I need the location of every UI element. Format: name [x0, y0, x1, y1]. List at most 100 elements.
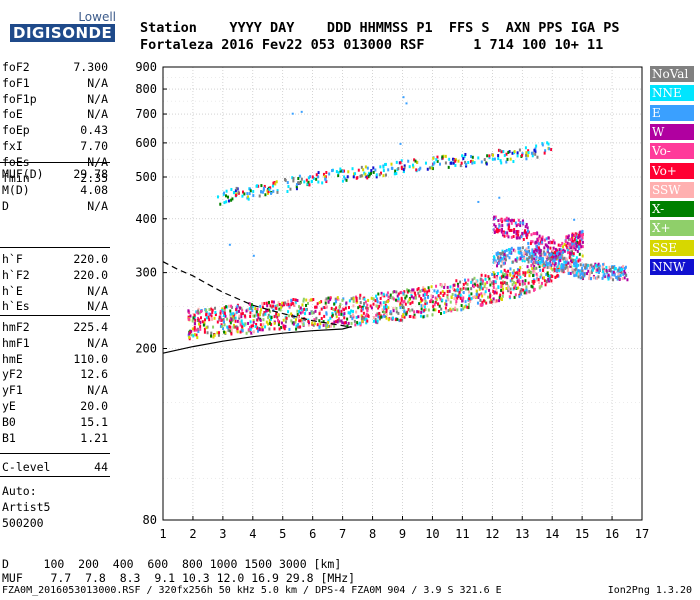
- echo-point-high: [510, 246, 513, 250]
- echo-point-high: [521, 246, 524, 250]
- echo-point-high: [528, 255, 531, 259]
- echo-point-ordinary: [294, 298, 297, 302]
- echo-point-high: [567, 265, 570, 269]
- echo-point-ordinary: [468, 290, 471, 294]
- echo-point-high: [586, 264, 589, 268]
- echo-point-ordinary: [494, 300, 497, 304]
- echo-point-ordinary: [268, 327, 271, 331]
- echo-point-ordinary: [556, 265, 559, 269]
- echo-point-ordinary: [498, 299, 501, 303]
- echo-point-ordinary: [356, 300, 359, 304]
- echo-point-high: [585, 266, 588, 270]
- echo-point-w: [493, 223, 496, 227]
- echo-point-ordinary: [230, 304, 233, 308]
- autoscale-artist: Artist5: [2, 500, 51, 514]
- echo-point-second-hop: [312, 176, 315, 180]
- echo-point-ordinary: [572, 252, 575, 256]
- echo-point-high: [497, 261, 500, 265]
- echo-point-ordinary: [193, 333, 196, 337]
- echo-point-ordinary: [240, 315, 243, 319]
- echo-point-ordinary: [352, 299, 355, 303]
- echo-point-ordinary: [475, 289, 478, 293]
- echo-point-w: [567, 251, 570, 255]
- echo-point-high: [587, 269, 590, 273]
- echo-point-high: [612, 278, 615, 282]
- echo-point-high: [562, 257, 565, 261]
- echo-point-ordinary: [250, 306, 253, 310]
- echo-point-high: [525, 247, 528, 251]
- echo-point-ordinary: [305, 298, 308, 302]
- echo-point-second-hop: [266, 189, 269, 193]
- echo-point-high: [548, 266, 551, 270]
- echo-point-ordinary: [397, 311, 400, 315]
- echo-point-high: [581, 276, 584, 280]
- param-row: hmE 110.0: [2, 352, 108, 366]
- echo-point-ordinary: [221, 324, 224, 328]
- echo-point-high: [603, 272, 606, 276]
- echo-point-ordinary: [238, 320, 241, 324]
- echo-point-ordinary: [509, 272, 512, 276]
- panel-separator: [0, 453, 110, 454]
- echo-point-ordinary: [523, 291, 526, 295]
- echo-point-high: [593, 266, 596, 270]
- echo-point-w: [503, 234, 506, 238]
- echo-point-high: [498, 252, 501, 256]
- echo-point-high: [503, 252, 506, 256]
- echo-point-second-hop: [234, 193, 237, 197]
- echo-point-ordinary: [454, 306, 457, 310]
- echo-point-ordinary: [530, 284, 533, 288]
- echo-point-second-hop: [452, 157, 455, 161]
- legend-item-w: W: [650, 123, 694, 140]
- echo-point-ordinary: [439, 297, 442, 301]
- echo-point-ordinary: [355, 315, 358, 319]
- echo-point-ordinary: [372, 319, 375, 323]
- echo-point-ordinary: [460, 308, 463, 312]
- echo-point-ordinary: [240, 306, 243, 310]
- echo-point-ordinary: [495, 291, 498, 295]
- echo-point-ordinary: [251, 305, 254, 309]
- echo-point-ordinary: [285, 303, 288, 307]
- echo-point-ordinary: [214, 306, 217, 310]
- echo-point-ordinary: [320, 300, 323, 304]
- echo-point-ordinary: [225, 305, 228, 309]
- echo-point-ordinary: [493, 275, 496, 279]
- echo-point-ordinary: [252, 314, 255, 318]
- echo-point-w: [562, 248, 565, 252]
- echo-point-ordinary: [412, 315, 415, 319]
- echo-point-second-hop: [264, 193, 267, 197]
- echo-point-ordinary: [551, 274, 554, 278]
- echo-point-ordinary: [442, 293, 445, 297]
- echo-point-second-hop: [518, 148, 521, 152]
- echo-point-second-hop: [493, 157, 496, 161]
- echo-point-ordinary: [392, 297, 395, 301]
- echo-point-second-hop: [311, 175, 314, 179]
- echo-point-ordinary: [379, 301, 382, 305]
- echo-point-ordinary: [400, 290, 403, 294]
- echo-point-high: [557, 263, 560, 267]
- echo-point-second-hop: [260, 184, 263, 188]
- y-tick-label: 900: [135, 60, 157, 74]
- echo-point-second-hop: [431, 167, 434, 171]
- echo-point-high: [521, 258, 524, 262]
- echo-point-second-hop: [511, 151, 514, 155]
- param-value: 220.0: [73, 252, 108, 266]
- echo-point-second-hop: [488, 156, 491, 160]
- echo-point-high: [494, 259, 497, 263]
- echo-point-ordinary: [377, 306, 380, 310]
- echo-point-ordinary: [258, 328, 261, 332]
- echo-point-ordinary: [405, 310, 408, 314]
- echo-point-second-hop: [390, 162, 393, 166]
- echo-point-w: [545, 244, 548, 248]
- echo-point-w: [507, 223, 510, 227]
- echo-point-w: [507, 217, 510, 221]
- echo-point-ordinary: [281, 301, 284, 305]
- echo-point-ordinary: [533, 278, 536, 282]
- echo-point-ordinary: [278, 320, 281, 324]
- param-value: 29.78: [73, 167, 108, 181]
- echo-point-w: [520, 235, 523, 239]
- param-name: foEs: [2, 154, 30, 169]
- echo-point-high: [564, 261, 567, 265]
- echo-point-high: [582, 272, 585, 276]
- echo-point-ordinary: [340, 309, 343, 313]
- echo-point-ordinary: [377, 292, 380, 296]
